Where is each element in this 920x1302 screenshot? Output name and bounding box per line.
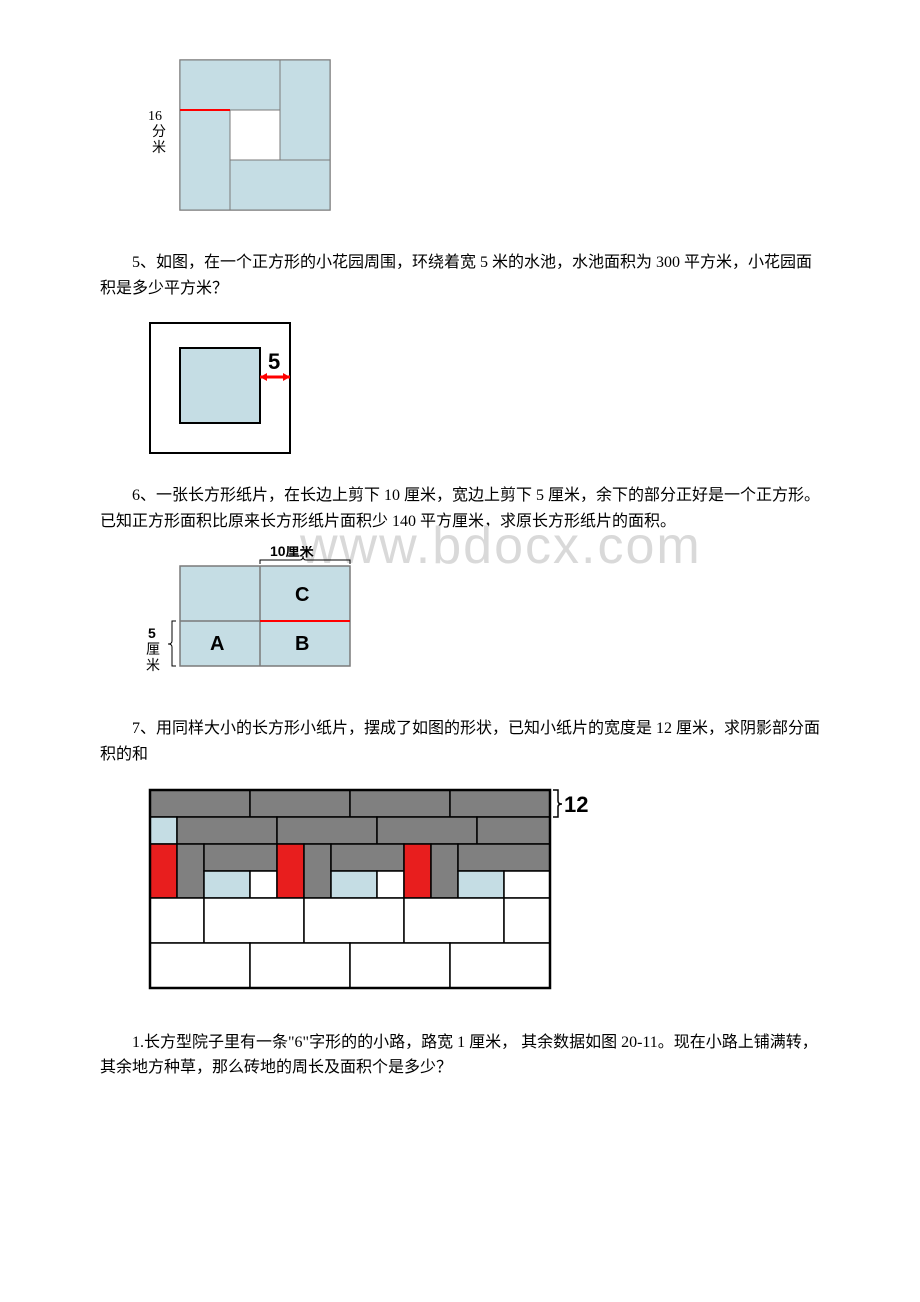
fig5-label-5: 5 [268,349,280,374]
svg-text:米: 米 [152,140,166,156]
svg-text:5: 5 [148,625,156,641]
figure-4: 16 分 米 [140,50,820,230]
fig4-svg: 16 分 米 [140,50,340,230]
figure-6: www.bdocx.com 10厘米 5 厘 米 A B C [140,546,820,696]
fig6-A: A [210,633,224,655]
fig7-label-12: 12 [564,792,588,817]
svg-text:分: 分 [152,124,166,140]
svg-text:米: 米 [146,658,160,674]
fig6-label-top: 10厘米 [270,546,315,559]
problem-8-text: 1.长方型院子里有一条"6"字形的的小路，路宽 1 厘米， 其余数据如图 20-… [100,1030,820,1081]
problem-7-text: 7、用同样大小的长方形小纸片，摆成了如图的形状，已知小纸片的宽度是 12 厘米，… [100,716,820,767]
fig5-svg: 5 [140,313,320,463]
problem-6-text: 6、一张长方形纸片，在长边上剪下 10 厘米，宽边上剪下 5 厘米，余下的部分正… [100,483,820,534]
fig6-B: B [295,633,309,655]
figure-5: 5 [140,313,820,463]
problem-5-text: 5、如图，在一个正方形的小花园周围，环绕着宽 5 米的水池，水池面积为 300 … [100,250,820,301]
svg-text:厘: 厘 [146,643,160,658]
fig6-svg: 10厘米 5 厘 米 A B C [140,546,400,696]
figure-7: 12 [140,780,820,1010]
fig7-svg: 12 [140,780,610,1010]
fig6-C: C [295,584,309,606]
svg-text:16: 16 [148,109,162,124]
